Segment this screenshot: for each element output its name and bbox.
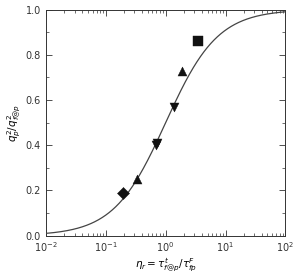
Point — [120, 190, 125, 195]
Point — [172, 104, 177, 109]
Point — [196, 39, 201, 43]
Y-axis label: $q^2_p/q^2_{f@p}$: $q^2_p/q^2_{f@p}$ — [6, 104, 23, 142]
Point — [134, 177, 139, 181]
X-axis label: $\eta_{r} = \tau^{t}_{f@p}/\tau^{F}_{fp}$: $\eta_{r} = \tau^{t}_{f@p}/\tau^{F}_{fp}… — [135, 257, 197, 274]
Point — [180, 68, 185, 73]
Point — [153, 143, 158, 148]
Point — [155, 141, 160, 145]
